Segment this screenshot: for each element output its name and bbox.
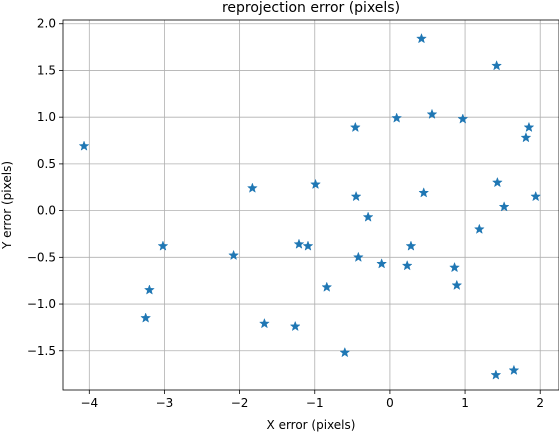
y-axis-ticks: −1.5 −1.0 −0.5 0.0 0.5 1.0 1.5 2.0 <box>27 17 63 358</box>
data-point <box>491 60 503 71</box>
y-tick-label: −0.5 <box>27 250 56 264</box>
data-point <box>352 251 364 262</box>
data-point <box>508 364 520 375</box>
data-point <box>520 132 532 143</box>
data-point <box>350 190 362 202</box>
data-point <box>405 240 417 251</box>
data-point <box>498 201 510 212</box>
x-tick-label: −2 <box>231 396 249 410</box>
data-point <box>491 176 503 188</box>
data-point <box>289 320 301 332</box>
y-tick-label: 2.0 <box>37 17 56 31</box>
data-point <box>339 346 351 358</box>
data-point <box>449 261 460 273</box>
x-tick-label: 1 <box>461 396 469 410</box>
data-point <box>391 112 403 123</box>
x-axis-ticks: −4 −3 −2 −1 0 1 2 <box>80 390 544 410</box>
y-tick-label: −1.0 <box>27 297 56 311</box>
data-point <box>451 279 463 290</box>
data-point <box>416 32 427 44</box>
data-point <box>523 121 535 133</box>
x-axis-label: X error (pixels) <box>267 418 356 432</box>
x-tick-label: −3 <box>156 396 174 410</box>
data-point <box>530 190 542 202</box>
data-point <box>362 211 374 222</box>
y-tick-label: 0.5 <box>37 157 56 171</box>
chart-title: reprojection error (pixels) <box>222 0 400 16</box>
data-point <box>401 260 413 271</box>
x-tick-label: −1 <box>306 396 324 410</box>
data-point <box>321 281 333 292</box>
data-points <box>78 32 542 380</box>
data-point <box>302 240 314 251</box>
x-tick-label: −4 <box>80 396 98 410</box>
data-point <box>349 121 361 133</box>
y-tick-label: 1.5 <box>37 63 56 77</box>
data-point <box>258 317 270 329</box>
y-axis-label: Y error (pixels) <box>0 161 14 250</box>
data-point <box>78 140 90 151</box>
y-tick-label: 1.0 <box>37 110 56 124</box>
data-point <box>457 113 469 124</box>
data-point <box>157 240 169 251</box>
data-point <box>473 223 485 234</box>
data-point <box>140 312 152 323</box>
data-point <box>376 258 388 269</box>
plot-frame <box>62 19 559 391</box>
data-point <box>310 178 321 190</box>
data-point <box>228 249 240 261</box>
x-tick-label: 0 <box>386 396 394 410</box>
y-tick-label: 0.0 <box>37 204 56 218</box>
x-tick-label: 2 <box>536 396 544 410</box>
data-point <box>246 182 258 193</box>
data-point <box>143 284 155 295</box>
data-point <box>293 238 305 249</box>
data-point <box>490 369 502 380</box>
data-point <box>418 187 430 198</box>
y-tick-label: −1.5 <box>27 344 56 358</box>
data-point <box>426 108 438 119</box>
grid <box>63 20 559 390</box>
